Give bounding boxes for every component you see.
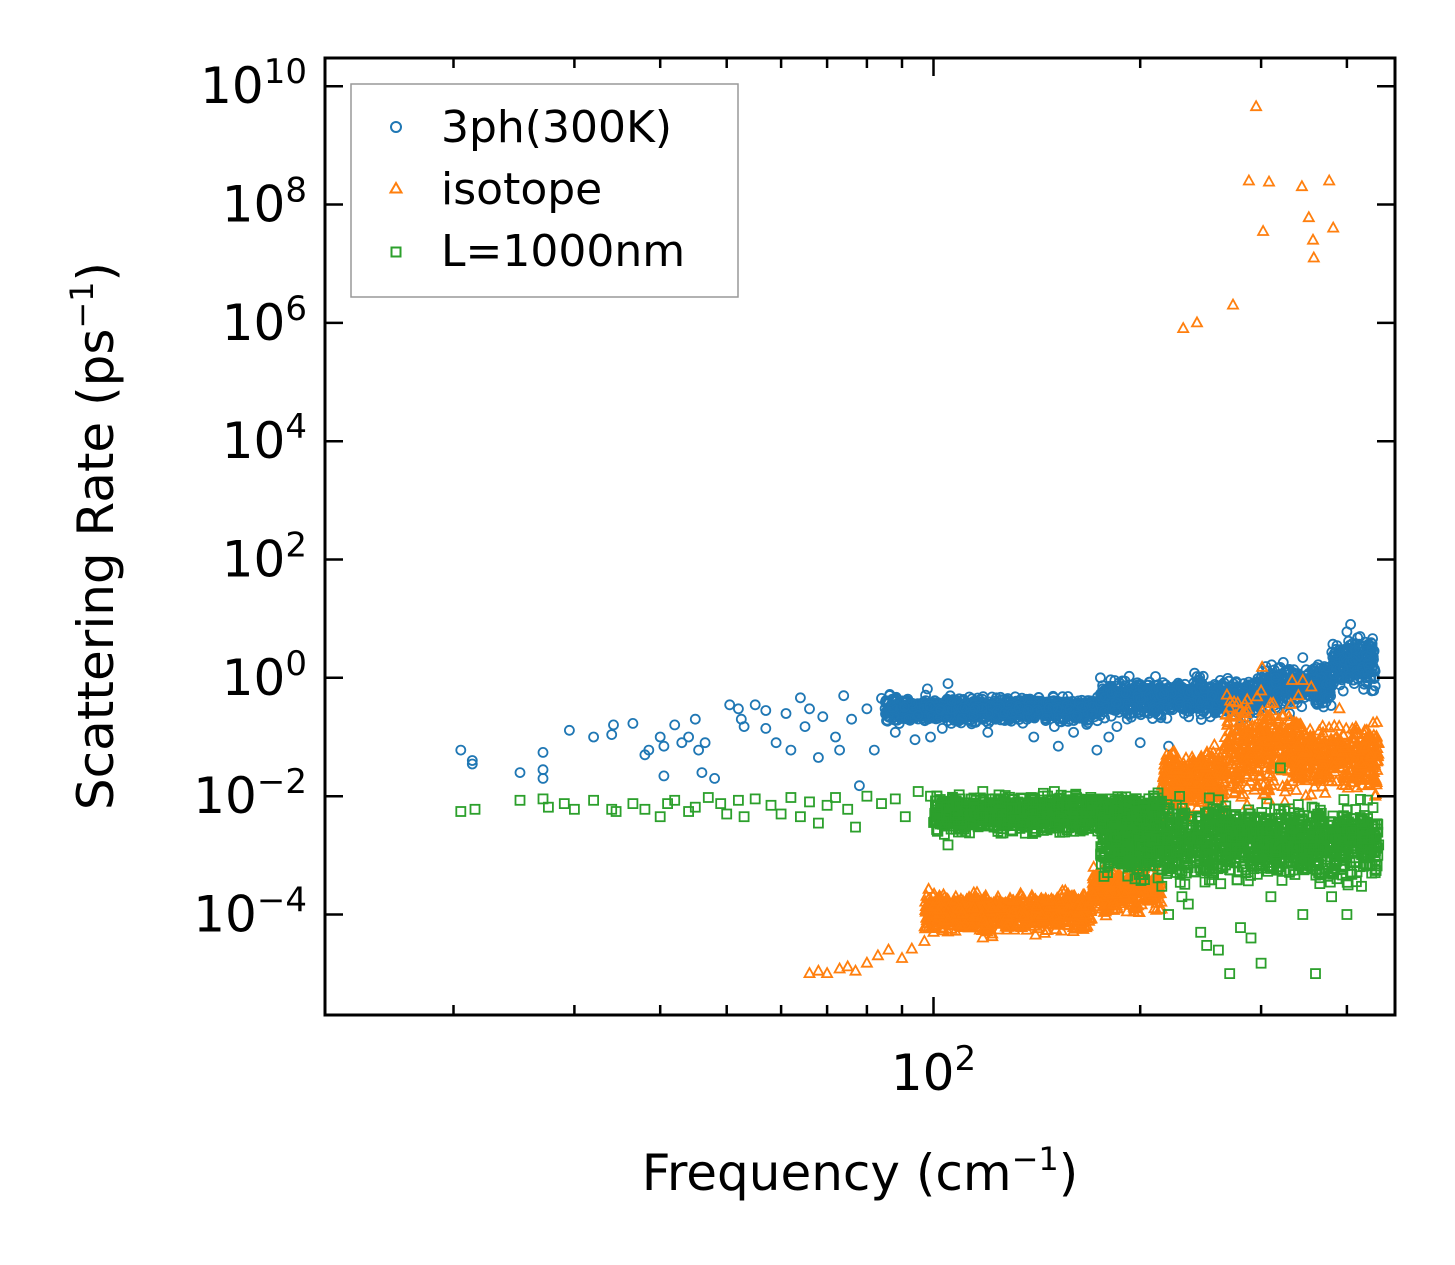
data-point-3ph [1071, 710, 1083, 722]
data-point-3ph [1057, 691, 1068, 703]
data-point-3ph [946, 695, 957, 707]
data-point-3ph [909, 712, 921, 724]
series-3ph [455, 619, 1381, 792]
data-point-3ph [886, 702, 898, 713]
data-point-3ph [1042, 711, 1054, 722]
data-point-3ph [1053, 713, 1065, 724]
data-point-3ph [1165, 687, 1177, 699]
data-point-3ph [1022, 711, 1033, 723]
data-point-3ph [976, 702, 988, 714]
data-point-3ph [1154, 702, 1165, 713]
data-point-3ph [1137, 682, 1149, 694]
data-point-3ph [1230, 676, 1242, 688]
data-point-3ph [958, 694, 969, 705]
data-point-3ph [912, 709, 924, 721]
data-point-3ph [935, 704, 947, 716]
data-point-3ph [1040, 713, 1052, 725]
data-point-3ph [926, 710, 938, 722]
data-point-3ph [881, 715, 892, 727]
data-point-3ph [1161, 712, 1173, 724]
data-point-3ph [1173, 694, 1185, 706]
data-point-3ph [1098, 706, 1110, 718]
data-point-3ph [1228, 682, 1240, 694]
data-point-3ph [968, 709, 979, 721]
data-point-3ph [1195, 714, 1207, 725]
data-point-3ph [1033, 692, 1045, 703]
data-point-3ph [982, 708, 994, 720]
data-point-3ph [999, 707, 1011, 718]
data-point-3ph [1174, 700, 1186, 711]
data-point-3ph [1047, 702, 1059, 714]
data-point-3ph [1070, 703, 1082, 715]
data-point-3ph [1086, 701, 1098, 713]
data-point-3ph [1076, 701, 1088, 713]
data-point-3ph [1064, 703, 1075, 715]
data-point-3ph [1121, 713, 1133, 725]
plot-area [455, 99, 1385, 979]
data-point-3ph [1128, 702, 1140, 714]
data-point-3ph [899, 701, 910, 713]
data-point-3ph [1141, 706, 1153, 718]
data-point-3ph [1022, 704, 1034, 716]
data-point-3ph [924, 700, 936, 712]
data-point-3ph [1082, 717, 1094, 729]
